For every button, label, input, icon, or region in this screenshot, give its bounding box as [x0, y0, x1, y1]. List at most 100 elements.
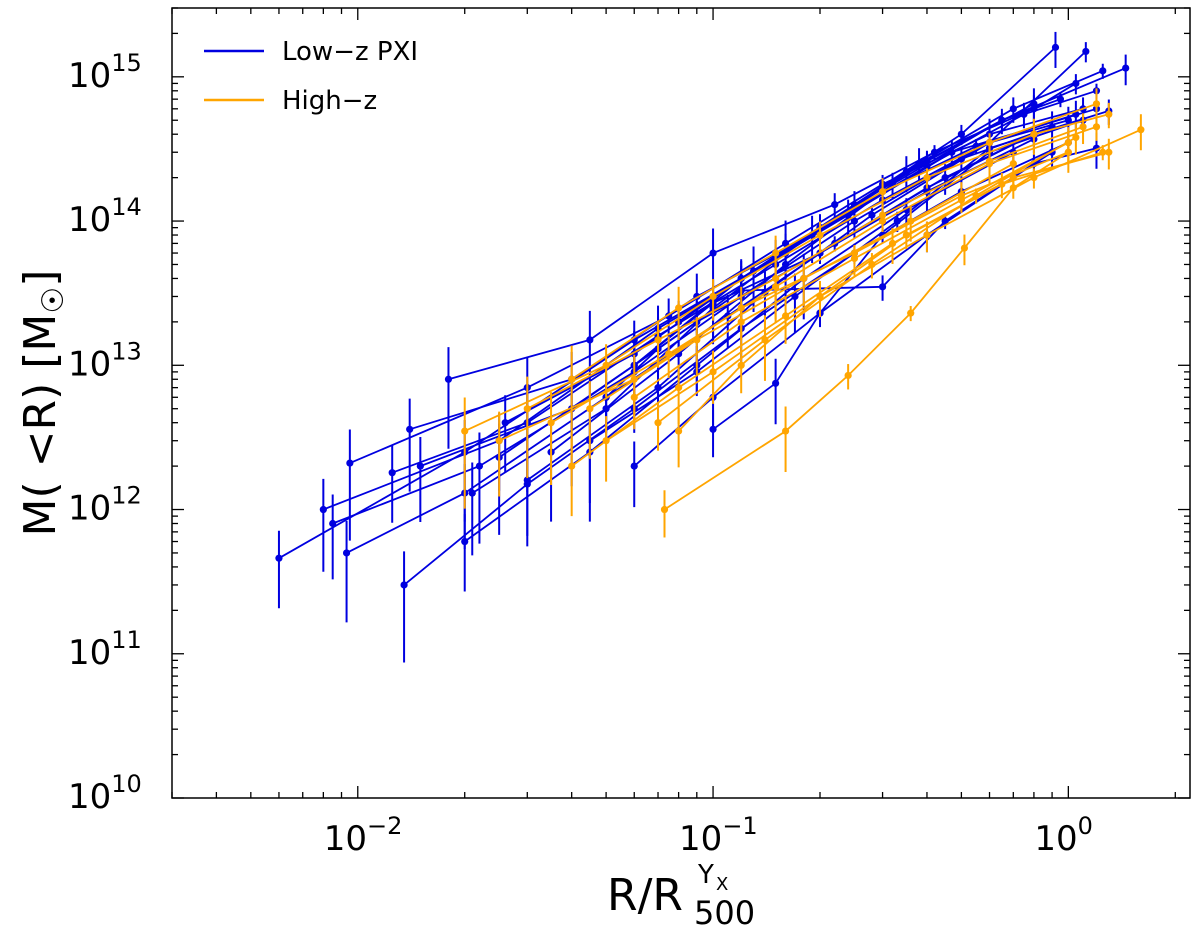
data-point: [461, 427, 469, 435]
data-point: [1051, 43, 1060, 51]
data-point: [781, 260, 790, 269]
y-tick-label: 1014: [68, 193, 142, 240]
data-point: [868, 260, 876, 269]
series-high-z-29: [675, 138, 1113, 468]
data-point: [1092, 100, 1101, 108]
data-point: [907, 217, 915, 225]
data-point: [972, 192, 980, 200]
data-point: [319, 505, 327, 514]
series-line: [571, 102, 1097, 381]
data-point: [772, 379, 780, 387]
data-point: [586, 405, 594, 413]
legend-label-low-z: Low−z PXI: [282, 37, 418, 67]
legend-label-high-z: High−z: [282, 86, 377, 116]
data-point: [665, 350, 673, 358]
series-line: [550, 125, 1097, 424]
data-point: [781, 312, 790, 320]
data-point: [709, 249, 717, 257]
legend: Low−z PXI High−z: [204, 37, 418, 116]
data-point: [816, 231, 824, 239]
data-point: [630, 462, 638, 470]
data-point: [1009, 184, 1017, 192]
data-point: [475, 462, 484, 470]
data-point: [654, 419, 662, 427]
data-point: [1030, 130, 1038, 138]
data-point: [850, 254, 859, 263]
x-axis-label: R/R 500 Y X: [607, 860, 755, 932]
data-point: [1079, 123, 1087, 131]
data-point: [329, 519, 337, 528]
data-point: [941, 217, 949, 225]
data-point: [654, 336, 662, 344]
data-point: [547, 419, 555, 427]
data-point: [693, 336, 701, 344]
data-point: [923, 174, 931, 182]
data-point: [1092, 123, 1101, 131]
data-point: [868, 211, 876, 219]
y-axis-label-unit-close: ]: [15, 270, 66, 287]
data-point: [586, 336, 594, 344]
y-axis-label-main: M( <R): [15, 383, 66, 537]
x-axis-label-main: R/R: [607, 870, 683, 921]
data-point: [630, 393, 638, 401]
data-point: [675, 384, 683, 392]
data-point: [675, 427, 683, 435]
data-point: [1072, 133, 1080, 142]
data-point: [709, 368, 717, 376]
data-point: [1009, 160, 1017, 168]
data-point: [346, 459, 354, 467]
ticks-layer: 10−2 10−1 100 1010 1011 1012 1013 1014 1015: [68, 7, 1190, 859]
data-point: [831, 201, 839, 209]
data-point: [923, 231, 931, 239]
series-line: [504, 107, 1097, 424]
data-point: [800, 274, 808, 283]
plot-frame: [171, 7, 1191, 799]
data-point: [388, 469, 396, 477]
y-tick-label: 1011: [68, 626, 142, 673]
data-point: [1122, 64, 1130, 72]
series-line: [605, 151, 1053, 398]
data-point: [960, 244, 969, 252]
data-point: [709, 292, 717, 301]
series-high-z-26: [547, 115, 1101, 485]
data-point: [1105, 110, 1113, 118]
data-point: [985, 138, 994, 147]
data-point: [406, 425, 414, 433]
data-point: [400, 581, 408, 589]
series-line: [571, 151, 1104, 467]
y-axis-label-unit-open: [M: [15, 314, 66, 369]
data-point: [772, 249, 780, 257]
y-tick-label: 1013: [68, 337, 142, 384]
y-tick-label: 1012: [68, 482, 142, 529]
data-point: [737, 361, 745, 369]
x-axis-label-sup-main: Y: [697, 860, 714, 890]
data-point: [772, 283, 780, 291]
data-point: [1009, 105, 1017, 113]
data-point: [985, 160, 994, 168]
x-tick-label: 10−1: [679, 812, 758, 859]
data-point: [654, 384, 662, 392]
data-point: [501, 419, 509, 427]
data-point: [1056, 95, 1065, 103]
data-point: [342, 549, 351, 557]
series-high-z-32: [568, 88, 1101, 457]
x-axis-label-sub: 500: [694, 894, 755, 932]
x-axis-label-sup-sub: X: [716, 874, 728, 895]
data-point: [275, 554, 283, 562]
data-point: [907, 309, 915, 317]
data-point: [461, 537, 469, 546]
data-point: [1099, 67, 1107, 75]
data-point: [495, 437, 503, 445]
data-point: [568, 375, 576, 383]
data-point: [1105, 148, 1113, 156]
series-line: [526, 125, 1084, 410]
data-point: [675, 304, 683, 312]
data-point: [1137, 126, 1145, 134]
series-layer: [275, 31, 1145, 663]
x-tick-label: 10−2: [324, 812, 403, 859]
data-point: [444, 375, 453, 383]
data-point: [761, 336, 769, 344]
y-tick-label: 1010: [68, 770, 142, 817]
data-point: [568, 462, 576, 470]
data-point: [957, 196, 965, 204]
